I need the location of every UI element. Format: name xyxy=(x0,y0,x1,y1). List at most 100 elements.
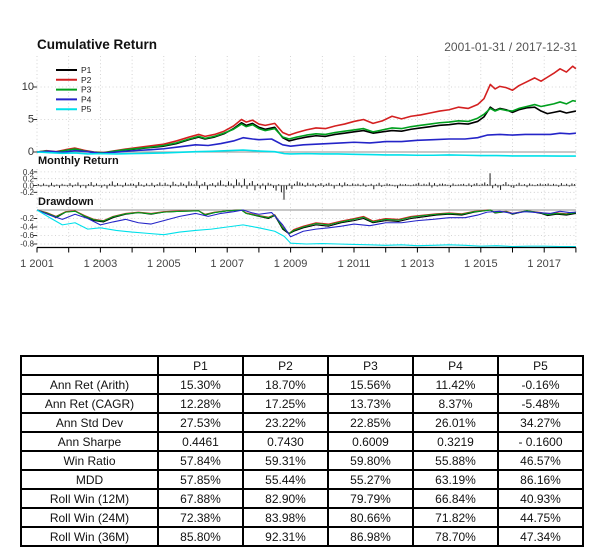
metric-value-cell: -5.48% xyxy=(497,393,584,414)
drawdown-ytick: -0.2 xyxy=(20,214,34,223)
cum-ytick: 10 xyxy=(22,81,34,93)
x-axis-label: 1 2011 xyxy=(338,258,371,270)
metric-value-cell: 18.70% xyxy=(242,374,329,395)
metric-value-cell: 0.6009 xyxy=(327,431,414,452)
metric-value-cell: -0.16% xyxy=(497,374,584,395)
performance-stats-table: P1 P2 P3 P4 P5 Ann Ret (Arith) 15.30% 18.70% 15… xyxy=(20,355,584,547)
metric-value-cell: 59.80% xyxy=(327,450,414,471)
x-axis-label: 1 2007 xyxy=(210,258,244,270)
table-row: Roll Win (36M) 85.80% 92.31% 86.98% 78.70% 47… xyxy=(20,526,584,547)
metric-value-cell: 15.56% xyxy=(327,374,414,395)
metric-value-cell: 72.38% xyxy=(157,507,244,528)
metric-label-cell: Roll Win (12M) xyxy=(20,488,159,509)
metric-value-cell: 79.79% xyxy=(327,488,414,509)
table-header-cell: P1 xyxy=(157,355,244,376)
cum-ytick: 0 xyxy=(28,146,34,158)
metric-value-cell: 86.16% xyxy=(497,469,584,490)
cumulative-line-P2 xyxy=(36,65,577,154)
metric-value-cell: 78.70% xyxy=(412,526,499,547)
date-range: 2001-01-31 / 2017-12-31 xyxy=(444,40,577,54)
legend-label-P2: P2 xyxy=(81,75,92,85)
table-row: Roll Win (12M) 67.88% 82.90% 79.79% 66.84% 40… xyxy=(20,488,584,509)
metric-value-cell: 26.01% xyxy=(412,412,499,433)
metric-value-cell: 40.93% xyxy=(497,488,584,509)
metric-label-cell: Ann Ret (CAGR) xyxy=(20,393,159,414)
table-header-row: P1 P2 P3 P4 P5 xyxy=(20,355,584,376)
metric-value-cell: 8.37% xyxy=(412,393,499,414)
metric-value-cell: 92.31% xyxy=(242,526,329,547)
metric-value-cell: 0.7430 xyxy=(242,431,329,452)
metric-value-cell: 0.4461 xyxy=(157,431,244,452)
monthly-ytick: 0.0 xyxy=(23,181,35,190)
metric-value-cell: 17.25% xyxy=(242,393,329,414)
x-axis-label: 1 2005 xyxy=(147,258,181,270)
metric-value-cell: 22.85% xyxy=(327,412,414,433)
drawdown-ytick: -0.8 xyxy=(20,240,34,249)
metric-value-cell: 57.85% xyxy=(157,469,244,490)
table-header-cell xyxy=(20,355,159,376)
monthly-return-label: Monthly Return xyxy=(38,155,119,167)
cumulative-line-P3 xyxy=(36,99,577,154)
metric-label-cell: Roll Win (36M) xyxy=(20,526,159,547)
metric-value-cell: 46.57% xyxy=(497,450,584,471)
metric-value-cell: 86.98% xyxy=(327,526,414,547)
metric-label-cell: Ann Sharpe xyxy=(20,431,159,452)
metric-value-cell: 47.34% xyxy=(497,526,584,547)
metric-value-cell: 82.90% xyxy=(242,488,329,509)
cum-ytick: 5 xyxy=(28,114,34,126)
x-axis-label: 1 2003 xyxy=(84,258,118,270)
table-row: Ann Ret (Arith) 15.30% 18.70% 15.56% 11.42% -… xyxy=(20,374,584,395)
metric-value-cell: 44.75% xyxy=(497,507,584,528)
table-row: Ann Sharpe 0.4461 0.7430 0.6009 0.3219- 0.16… xyxy=(20,431,584,452)
metric-value-cell: 55.88% xyxy=(412,450,499,471)
metric-value-cell: 63.19% xyxy=(412,469,499,490)
metric-value-cell: 13.73% xyxy=(327,393,414,414)
metric-value-cell: 66.84% xyxy=(412,488,499,509)
table-row: Ann Ret (CAGR) 12.28% 17.25% 13.73% 8.37% -5.… xyxy=(20,393,584,414)
metric-value-cell: 12.28% xyxy=(157,393,244,414)
metric-value-cell: - 0.1600 xyxy=(497,431,584,452)
table-row: Ann Std Dev 27.53% 23.22% 22.85% 26.01% 34.27… xyxy=(20,412,584,433)
metric-value-cell: 71.82% xyxy=(412,507,499,528)
legend-label-P4: P4 xyxy=(81,94,92,104)
x-axis-label: 1 2013 xyxy=(401,258,435,270)
cumulative-line-P5 xyxy=(36,149,576,157)
metric-value-cell: 80.66% xyxy=(327,507,414,528)
x-axis-label: 1 2015 xyxy=(464,258,498,270)
metric-label-cell: MDD xyxy=(20,469,159,490)
metric-label-cell: Ann Ret (Arith) xyxy=(20,374,159,395)
drawdown-label: Drawdown xyxy=(38,196,94,208)
monthly-ytick: 0.4 xyxy=(23,168,35,177)
metric-label-cell: Win Ratio xyxy=(20,450,159,471)
metric-value-cell: 85.80% xyxy=(157,526,244,547)
table-header-cell: P4 xyxy=(412,355,499,376)
x-axis-label: 1 2001 xyxy=(20,258,54,270)
metric-value-cell: 57.84% xyxy=(157,450,244,471)
table-row: Win Ratio 57.84% 59.31% 59.80% 55.88% 46.57% xyxy=(20,450,584,471)
drawdown-ytick: -0.6 xyxy=(20,231,34,240)
drawdown-line-P5 xyxy=(36,209,576,248)
drawdown-ytick: -0.4 xyxy=(20,223,34,232)
legend-label-P1: P1 xyxy=(81,65,92,75)
legend-label-P5: P5 xyxy=(81,104,92,114)
metric-value-cell: 55.44% xyxy=(242,469,329,490)
metric-label-cell: Ann Std Dev xyxy=(20,412,159,433)
chart-title: Cumulative Return xyxy=(37,37,158,52)
legend-label-P3: P3 xyxy=(81,85,92,95)
metric-value-cell: 0.3219 xyxy=(412,431,499,452)
metric-label-cell: Roll Win (24M) xyxy=(20,507,159,528)
monthly-ytick: 0.2 xyxy=(23,175,35,184)
metric-value-cell: 55.27% xyxy=(327,469,414,490)
x-axis-label: 1 2009 xyxy=(274,258,308,270)
table-row: Roll Win (24M) 72.38% 83.98% 80.66% 71.82% 44… xyxy=(20,507,584,528)
monthly-ytick: -0.2 xyxy=(20,188,34,197)
table-header-cell: P3 xyxy=(327,355,414,376)
metric-value-cell: 34.27% xyxy=(497,412,584,433)
metric-value-cell: 67.88% xyxy=(157,488,244,509)
cumulative-line-P4 xyxy=(36,132,576,155)
metric-value-cell: 15.30% xyxy=(157,374,244,395)
x-axis-label: 1 2017 xyxy=(527,258,561,270)
metric-value-cell: 27.53% xyxy=(157,412,244,433)
